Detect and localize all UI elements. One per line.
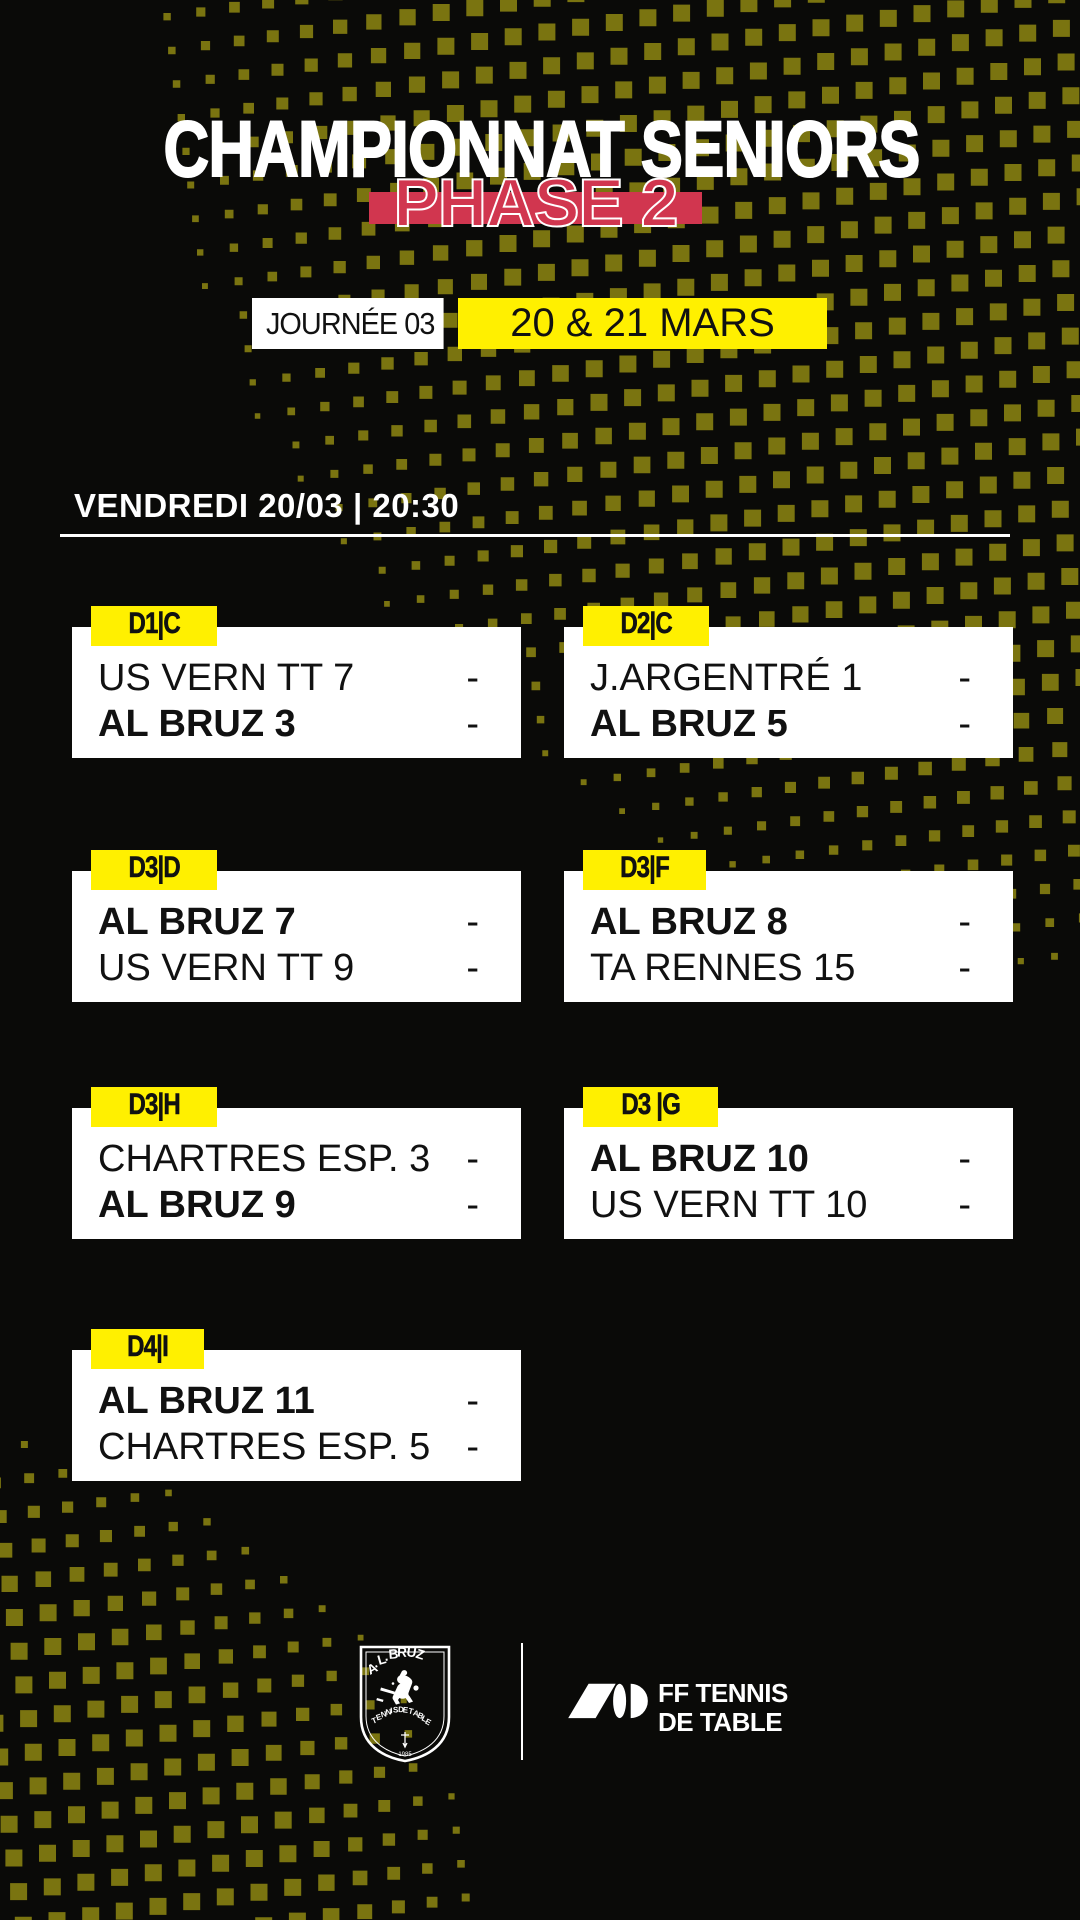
svg-text:1985: 1985 [398,1752,412,1758]
